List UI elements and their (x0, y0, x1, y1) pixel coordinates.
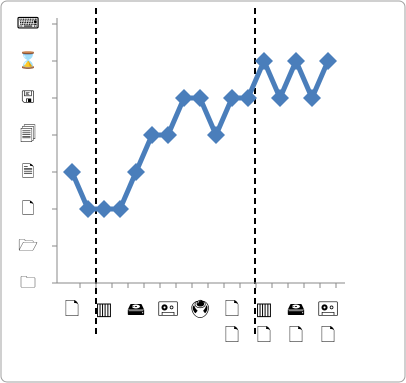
data-point (319, 52, 337, 70)
x-tick-label: 🖭 🗋 (317, 299, 339, 346)
y-tick-label: 🗐 (20, 125, 36, 144)
y-tick-label: 🗎 (22, 162, 35, 181)
data-point (239, 89, 257, 107)
data-point (287, 52, 305, 70)
y-tick-label: 🗋 (22, 199, 35, 218)
data-point (175, 89, 193, 107)
data-point (159, 126, 177, 144)
y-tick-label: 🗁 (18, 236, 38, 255)
y-tick-label: ⌛ (18, 51, 38, 70)
data-point (303, 89, 321, 107)
data-point (255, 52, 273, 70)
data-point (79, 200, 97, 218)
data-point (207, 126, 225, 144)
data-point (143, 126, 161, 144)
data-point (223, 89, 241, 107)
y-tick-label: 🗀 (20, 273, 36, 292)
x-tick-label: 🗋 (64, 299, 80, 320)
y-tick-label: ⌨ (16, 14, 39, 33)
x-tick-label: 🖲 (188, 299, 212, 320)
data-point (111, 200, 129, 218)
data-point (191, 89, 209, 107)
data-point (127, 163, 145, 181)
x-tick-label: ▥ (95, 299, 113, 320)
x-tick-label: ▥ 🗋 (255, 299, 273, 346)
x-tick-label: 🗋 🗋 (224, 299, 240, 346)
data-point (95, 200, 113, 218)
data-point (63, 163, 81, 181)
x-tick-label: 🖴 🗋 (286, 299, 306, 346)
x-tick-label: 🖭 (157, 299, 179, 320)
x-tick-label: 🖴 (126, 299, 146, 320)
y-tick-label: 🖫 (21, 88, 35, 107)
data-point (271, 89, 289, 107)
